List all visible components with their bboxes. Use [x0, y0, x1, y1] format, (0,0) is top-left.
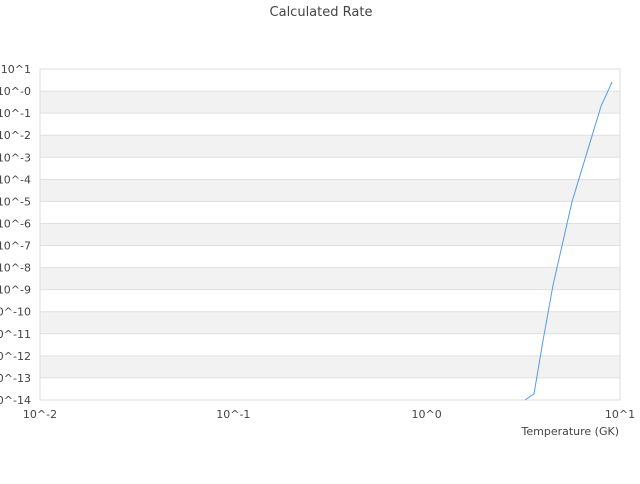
x-tick-label: 10^-1 [216, 408, 250, 421]
x-tick-label: 10^1 [605, 408, 635, 421]
y-tick-label: 10^-4 [0, 173, 31, 186]
chart-title: Calculated Rate [270, 5, 373, 20]
y-tick-label: 10^-13 [0, 372, 31, 385]
grid-band [40, 91, 620, 114]
y-tick-label: 10^-5 [0, 195, 31, 208]
series-line [524, 81, 613, 401]
x-tick-label: 10^0 [412, 408, 442, 421]
grid-band [40, 223, 620, 246]
y-tick-label: 10^-2 [0, 129, 31, 142]
y-tick-label: 10^-7 [0, 240, 31, 253]
grid-band [40, 69, 620, 92]
grid-band [40, 333, 620, 356]
y-tick-label: 10^-14 [0, 394, 31, 407]
y-tick-label: 10^-8 [0, 262, 31, 275]
x-axis-label: Temperature (GK) [521, 425, 620, 438]
grid-band [40, 289, 620, 312]
y-tick-label: 10^1 [1, 63, 31, 76]
y-tick-label: 10^-11 [0, 328, 31, 341]
y-tick-label: 10^-6 [0, 217, 31, 230]
y-tick-label: 10^-9 [0, 284, 31, 297]
grid-band [40, 377, 620, 400]
y-tick-label: 10^-12 [0, 350, 31, 363]
y-tick-label: 10^-0 [0, 85, 31, 98]
y-tick-label: 10^-3 [0, 151, 31, 164]
grid-band [40, 113, 620, 136]
grid-band [40, 135, 620, 158]
x-tick-label: 10^-2 [23, 408, 57, 421]
y-tick-label: 10^-10 [0, 306, 31, 319]
grid-band [40, 311, 620, 334]
grid-band [40, 157, 620, 180]
grid-band [40, 201, 620, 224]
grid-band [40, 245, 620, 268]
grid-band [40, 179, 620, 202]
grid-band [40, 267, 620, 290]
plot-border [39, 68, 621, 401]
grid-band [40, 355, 620, 378]
y-tick-label: 10^-1 [0, 107, 31, 120]
